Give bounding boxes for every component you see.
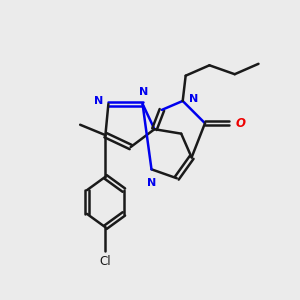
Text: N: N (147, 178, 156, 188)
Text: O: O (235, 117, 245, 130)
Text: N: N (189, 94, 199, 103)
Text: N: N (140, 87, 149, 98)
Text: N: N (94, 96, 103, 106)
Text: Cl: Cl (100, 255, 111, 268)
